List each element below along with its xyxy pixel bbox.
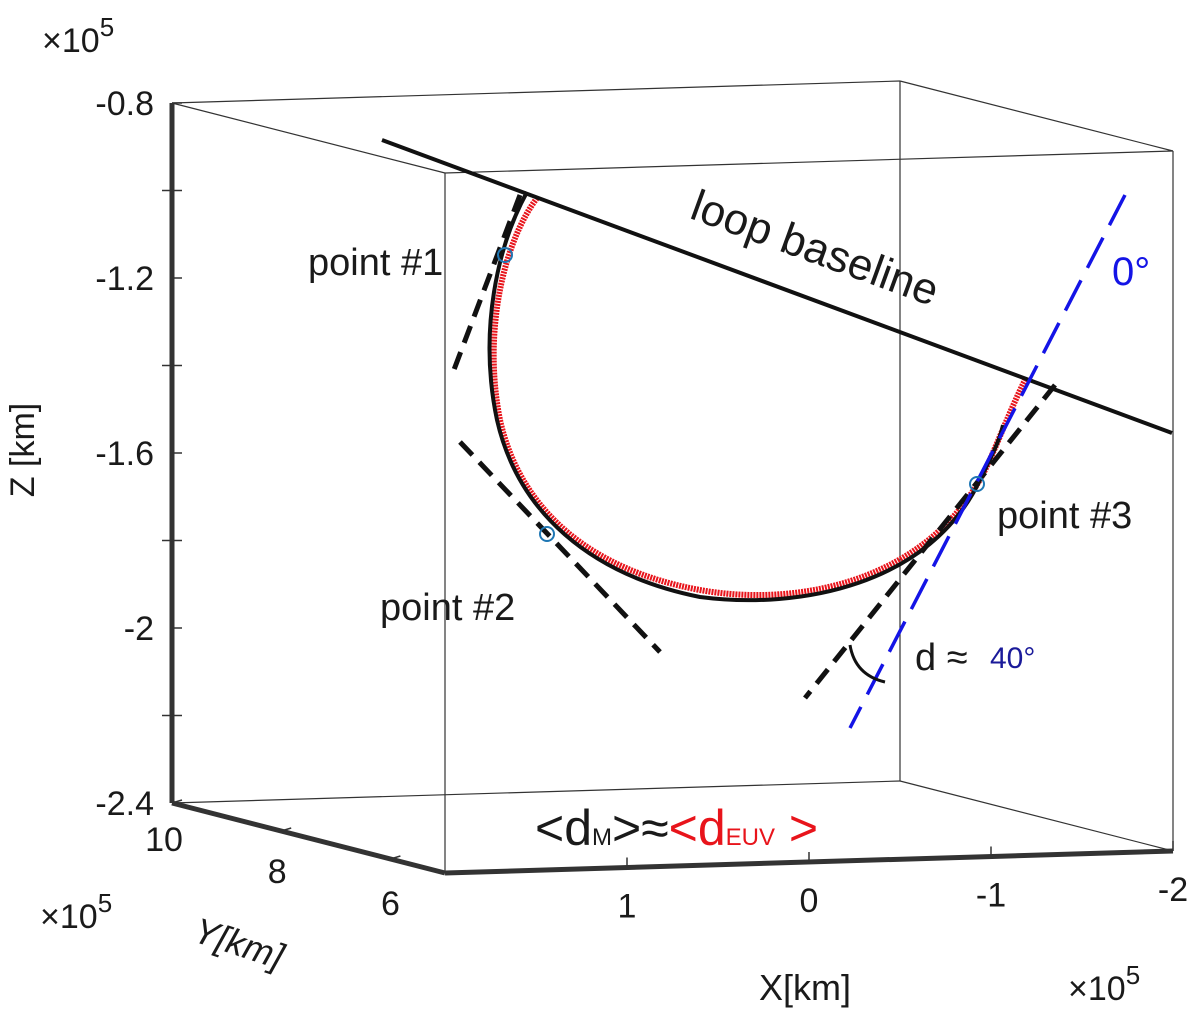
x-tick-label: 1 [618, 888, 637, 926]
y-multiplier: ×105 [40, 888, 112, 936]
y-tick-label: 6 [381, 885, 400, 923]
ratio-sub: EUV [726, 824, 775, 851]
tangent-1 [449, 194, 523, 376]
ratio-label: <dM>≈<dEUV > [535, 800, 818, 856]
baseline-line [381, 138, 1173, 435]
y-axis-label: Y[km] [189, 909, 290, 977]
zero-angle-line [848, 194, 1127, 729]
tangent-3 [803, 383, 1057, 700]
box-edge [171, 800, 446, 876]
angle-value: 40° [990, 642, 1035, 675]
z-tick-label: -1.6 [95, 435, 154, 473]
z-axis-label: Z [km] [4, 403, 42, 497]
ratio-part: >≈ [612, 800, 669, 856]
point-marker [497, 247, 513, 263]
point-marker [539, 526, 555, 542]
ratio-part: <d [535, 800, 592, 856]
z-tick-label: -2 [124, 610, 154, 648]
ratio-part: <d [669, 800, 726, 856]
x-tick-label: 0 [800, 882, 819, 920]
x-multiplier: ×105 [1068, 960, 1140, 1008]
y-tick [390, 855, 401, 860]
x-tick-label: -1 [976, 877, 1006, 915]
multiplier-exponent: 5 [100, 12, 114, 42]
multiplier-exponent: 5 [1126, 960, 1140, 990]
ratio-sub: M [592, 824, 612, 851]
zero-angle-label: 0° [1112, 250, 1150, 294]
box-edge [899, 780, 1174, 852]
box-edge [171, 80, 901, 104]
box-edge [171, 780, 901, 804]
box-edge [444, 150, 1174, 174]
multiplier-base: ×10 [40, 898, 98, 936]
euv-loop [490, 196, 1028, 598]
y-tick-label: 8 [268, 853, 287, 891]
axes-box [162, 80, 1174, 876]
point-marker [969, 476, 985, 492]
x-tick-label: -2 [1158, 871, 1188, 909]
y-tick [171, 799, 183, 804]
multiplier-base: ×10 [1068, 970, 1126, 1008]
z-multiplier: ×105 [42, 12, 114, 60]
multiplier-base: ×10 [42, 22, 100, 60]
angle-label: d ≈ [915, 637, 968, 679]
angle-arc [848, 644, 886, 684]
x-axis-label: X[km] [759, 967, 851, 1008]
point-label: point #1 [308, 242, 443, 284]
z-tick-label: -0.8 [95, 85, 154, 123]
model-loop [487, 191, 1005, 603]
ratio-part: > [775, 800, 818, 856]
y-tick-label: 10 [145, 821, 183, 859]
z-tick-label: -2.4 [95, 785, 154, 823]
y-tick [280, 827, 292, 832]
box-edge [171, 102, 446, 174]
point-label: point #2 [380, 587, 515, 629]
box-edge [899, 80, 1174, 152]
point-label: point #3 [997, 495, 1132, 537]
z-tick-label: -1.2 [95, 260, 154, 298]
tangent-2 [458, 440, 662, 654]
baseline-label: loop baseline [685, 181, 945, 316]
multiplier-exponent: 5 [98, 888, 112, 918]
